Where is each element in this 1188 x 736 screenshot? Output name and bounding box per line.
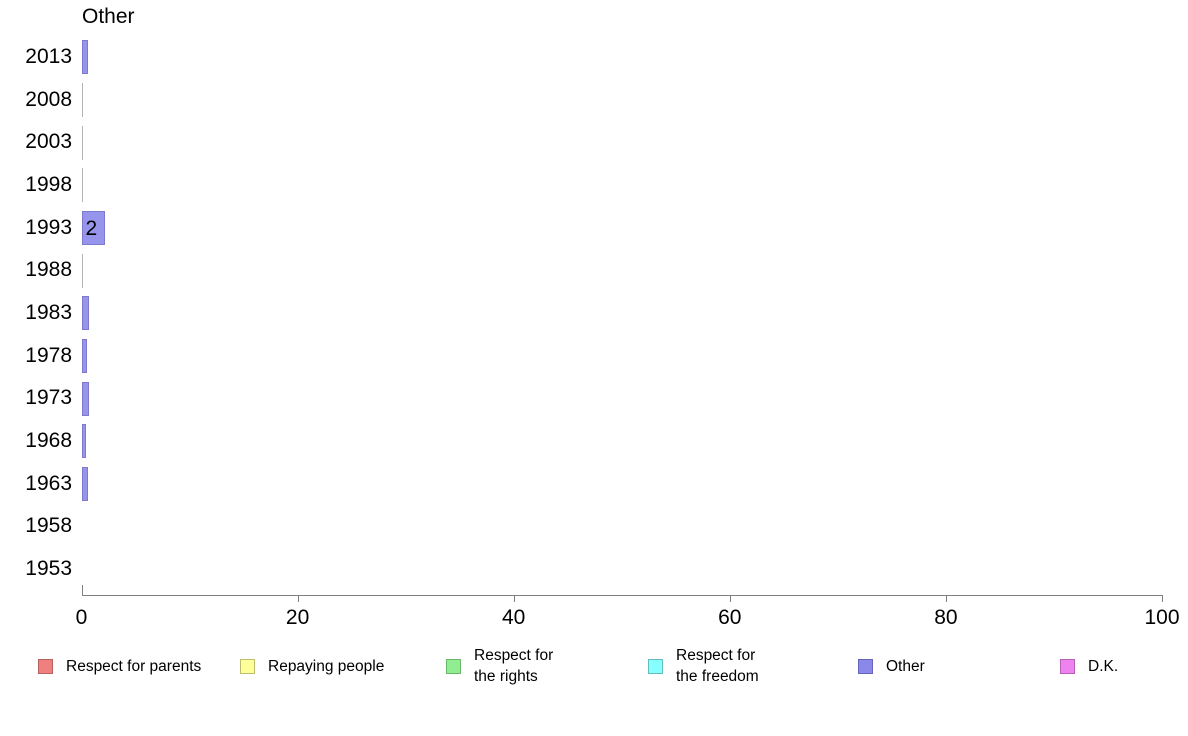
legend-swatch-icon bbox=[240, 658, 255, 674]
x-axis-tick-label-60: 60 bbox=[718, 606, 742, 629]
legend-label: D.K. bbox=[1088, 657, 1119, 675]
x-axis-tick-label-0: 0 bbox=[75, 606, 88, 629]
y-axis-label-1973: 1973 bbox=[25, 386, 72, 410]
y-axis-label-1988: 1988 bbox=[25, 258, 72, 282]
legend-swatch-icon bbox=[1060, 658, 1075, 674]
y-axis-label-1998: 1998 bbox=[25, 173, 72, 196]
y-axis-label-2008: 2008 bbox=[25, 87, 72, 111]
x-axis-tick-label-20: 20 bbox=[285, 606, 310, 629]
y-axis-label-2013: 2013 bbox=[25, 45, 72, 68]
legend-label: Respect for parents bbox=[66, 657, 202, 675]
legend-item-4: Other bbox=[858, 642, 925, 690]
bar-1968 bbox=[81, 424, 86, 459]
legend-item-5: D.K. bbox=[1060, 642, 1118, 690]
bar-1983 bbox=[81, 296, 89, 331]
x-axis-tick-label-80: 80 bbox=[934, 606, 958, 629]
legend-item-3: Respect for the freedom bbox=[648, 642, 759, 690]
chart-title: Other bbox=[82, 5, 135, 28]
x-axis-tick-label-100: 100 bbox=[1144, 606, 1180, 629]
y-axis-label-1978: 1978 bbox=[25, 343, 72, 367]
x-axis-tick-0 bbox=[81, 585, 83, 595]
legend-swatch-icon bbox=[648, 658, 663, 674]
x-axis-tick-80 bbox=[945, 595, 947, 602]
legend-label: Other bbox=[886, 657, 925, 675]
bar-2003 bbox=[81, 125, 83, 160]
legend-item-2: Respect for the rights bbox=[446, 642, 553, 690]
bar-2008 bbox=[81, 83, 83, 117]
legend-swatch-icon bbox=[38, 658, 53, 674]
y-axis-label-2003: 2003 bbox=[25, 130, 72, 154]
x-axis-line bbox=[81, 595, 1162, 596]
legend-swatch-icon bbox=[446, 658, 461, 674]
y-axis-label-1958: 1958 bbox=[25, 514, 72, 538]
x-axis-tick-100 bbox=[1162, 595, 1163, 602]
legend-label: Repaying people bbox=[268, 657, 385, 675]
y-axis-label-1968: 1968 bbox=[25, 429, 72, 453]
legend-item-1: Repaying people bbox=[240, 642, 384, 690]
bar-2013 bbox=[81, 40, 88, 75]
bar-1978 bbox=[81, 339, 87, 374]
x-axis-tick-40 bbox=[513, 595, 515, 602]
bar-1963 bbox=[81, 467, 88, 502]
bar-1998 bbox=[81, 168, 83, 203]
bar-1988 bbox=[81, 253, 83, 288]
x-axis-tick-60 bbox=[729, 595, 731, 602]
x-axis-tick-label-40: 40 bbox=[502, 606, 526, 629]
bar-1973 bbox=[81, 381, 89, 416]
x-axis-tick-20 bbox=[297, 595, 299, 602]
y-axis-label-1983: 1983 bbox=[25, 301, 72, 325]
y-axis-label-1993: 1993 bbox=[25, 215, 72, 239]
y-axis-label-1963: 1963 bbox=[25, 471, 72, 495]
y-axis-label-1953: 1953 bbox=[25, 557, 72, 581]
legend-item-0: Respect for parents bbox=[38, 642, 201, 690]
legend-swatch-icon bbox=[858, 658, 873, 674]
legend-label: Respect for the rights bbox=[474, 647, 554, 685]
bar-1993: 2 bbox=[81, 211, 106, 245]
legend-label: Respect for the freedom bbox=[676, 647, 759, 685]
bar-value-label-1993: 2 bbox=[85, 217, 98, 240]
